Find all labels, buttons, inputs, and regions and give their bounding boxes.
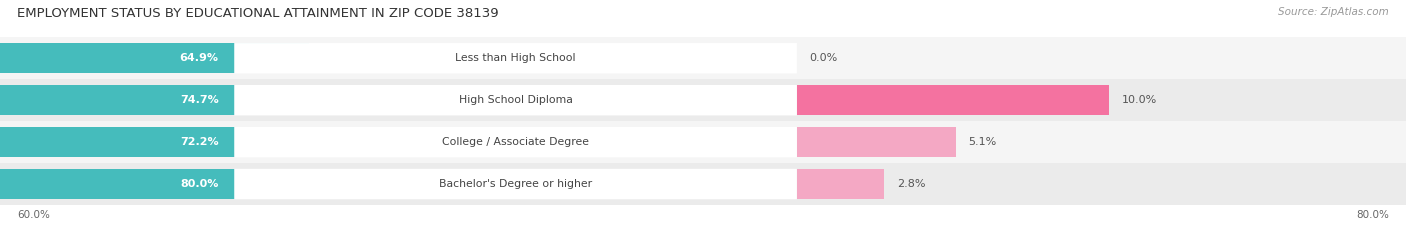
Text: 0.0%: 0.0%: [810, 53, 838, 63]
FancyBboxPatch shape: [235, 127, 797, 157]
Bar: [797, 169, 884, 199]
Bar: [0, 37, 1406, 79]
Text: 80.0%: 80.0%: [1357, 210, 1389, 220]
Bar: [0, 169, 782, 199]
Bar: [797, 85, 1109, 115]
Text: 60.0%: 60.0%: [17, 210, 49, 220]
FancyBboxPatch shape: [235, 85, 797, 115]
Text: Bachelor's Degree or higher: Bachelor's Degree or higher: [439, 179, 592, 189]
Text: EMPLOYMENT STATUS BY EDUCATIONAL ATTAINMENT IN ZIP CODE 38139: EMPLOYMENT STATUS BY EDUCATIONAL ATTAINM…: [17, 7, 499, 20]
Text: High School Diploma: High School Diploma: [458, 95, 572, 105]
Bar: [0, 127, 537, 157]
Bar: [797, 127, 956, 157]
Text: 10.0%: 10.0%: [1122, 95, 1157, 105]
Bar: [0, 163, 1406, 205]
FancyBboxPatch shape: [235, 169, 797, 199]
Text: Source: ZipAtlas.com: Source: ZipAtlas.com: [1278, 7, 1389, 17]
Text: 5.1%: 5.1%: [969, 137, 997, 147]
Bar: [0, 85, 616, 115]
Text: 2.8%: 2.8%: [897, 179, 925, 189]
Text: 74.7%: 74.7%: [180, 95, 219, 105]
Bar: [0, 43, 309, 73]
Text: 72.2%: 72.2%: [180, 137, 219, 147]
Text: Less than High School: Less than High School: [456, 53, 576, 63]
Text: 80.0%: 80.0%: [180, 179, 219, 189]
Bar: [0, 121, 1406, 163]
FancyBboxPatch shape: [235, 43, 797, 73]
Bar: [0, 79, 1406, 121]
Text: 64.9%: 64.9%: [180, 53, 219, 63]
Text: College / Associate Degree: College / Associate Degree: [441, 137, 589, 147]
